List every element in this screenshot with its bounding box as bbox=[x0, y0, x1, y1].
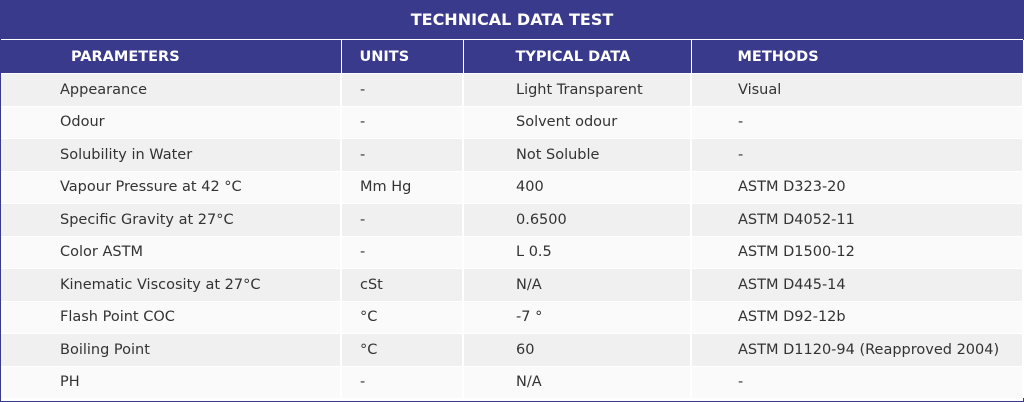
table-row: Odour - Solvent odour - bbox=[1, 105, 1024, 139]
table-cell: ASTM D1120-94 (Reapproved 2004) bbox=[691, 333, 1024, 366]
table-cell: ASTM D445-14 bbox=[691, 268, 1024, 301]
table-title: TECHNICAL DATA TEST bbox=[1, 1, 1023, 40]
table-cell: PH bbox=[1, 365, 342, 398]
table-cell: - bbox=[341, 365, 464, 398]
table-cell: Visual bbox=[691, 73, 1024, 106]
table-row: Color ASTM - L 0.5 ASTM D1500-12 bbox=[1, 235, 1024, 269]
table-cell: L 0.5 bbox=[463, 235, 692, 269]
table-cell: -7 ° bbox=[463, 300, 692, 334]
table-cell: ASTM D4052-11 bbox=[691, 203, 1024, 236]
table-cell: cSt bbox=[341, 268, 464, 301]
table-cell: ASTM D92-12b bbox=[691, 300, 1024, 334]
table-cell: Solubility in Water bbox=[1, 138, 342, 171]
table-cell: Not Soluble bbox=[463, 138, 692, 171]
table-row: PH - N/A - bbox=[1, 365, 1024, 398]
table-cell: Mm Hg bbox=[341, 170, 464, 204]
column-header: UNITS bbox=[341, 40, 464, 74]
table-row: Appearance - Light Transparent Visual bbox=[1, 73, 1024, 106]
table-row: Boiling Point °C 60 ASTM D1120-94 (Reapprov… bbox=[1, 333, 1024, 366]
column-header: METHODS bbox=[691, 40, 1024, 74]
table-cell: Appearance bbox=[1, 73, 342, 106]
table-cell: N/A bbox=[463, 268, 692, 301]
table-cell: Flash Point COC bbox=[1, 300, 342, 334]
table-cell: 400 bbox=[463, 170, 692, 204]
table-cell: Solvent odour bbox=[463, 105, 692, 139]
table-row: Solubility in Water - Not Soluble - bbox=[1, 138, 1024, 171]
column-header: PARAMETERS bbox=[1, 40, 342, 74]
table-row: Kinematic Viscosity at 27°C cSt N/A ASTM D4… bbox=[1, 268, 1024, 301]
table-cell: 60 bbox=[463, 333, 692, 366]
column-header: TYPICAL DATA bbox=[463, 40, 692, 74]
table-cell: Vapour Pressure at 42 °C bbox=[1, 170, 342, 204]
table-cell: - bbox=[341, 73, 464, 106]
table-cell: - bbox=[691, 365, 1024, 398]
table-cell: - bbox=[341, 235, 464, 269]
table-cell: - bbox=[341, 138, 464, 171]
table-cell: °C bbox=[341, 300, 464, 334]
table-row: Flash Point COC °C -7 ° ASTM D92-12b bbox=[1, 300, 1024, 334]
table-cell: 0.6500 bbox=[463, 203, 692, 236]
table-cell: ASTM D323-20 bbox=[691, 170, 1024, 204]
table-cell: Odour bbox=[1, 105, 342, 139]
table-cell: ASTM D1500-12 bbox=[691, 235, 1024, 269]
table-cell: °C bbox=[341, 333, 464, 366]
header-row: PARAMETERS UNITS TYPICAL DATA METHODS bbox=[1, 40, 1024, 74]
table-body: Appearance - Light Transparent Visual Odour -… bbox=[1, 73, 1024, 398]
table-row: Vapour Pressure at 42 °C Mm Hg 400 ASTM D32… bbox=[1, 170, 1024, 204]
table-cell: - bbox=[691, 105, 1024, 139]
table-cell: Specific Gravity at 27°C bbox=[1, 203, 342, 236]
table-cell: Boiling Point bbox=[1, 333, 342, 366]
table-cell: - bbox=[691, 138, 1024, 171]
table-cell: - bbox=[341, 105, 464, 139]
table-cell: Light Transparent bbox=[463, 73, 692, 106]
table-row: Specific Gravity at 27°C -0.6500 ASTM D405… bbox=[1, 203, 1024, 236]
table-cell: Kinematic Viscosity at 27°C bbox=[1, 268, 342, 301]
table-cell: N/A bbox=[463, 365, 692, 398]
data-table: PARAMETERS UNITS TYPICAL DATA METHODS Appea… bbox=[1, 40, 1024, 398]
table-cell: - bbox=[341, 203, 464, 236]
table-cell: Color ASTM bbox=[1, 235, 342, 269]
